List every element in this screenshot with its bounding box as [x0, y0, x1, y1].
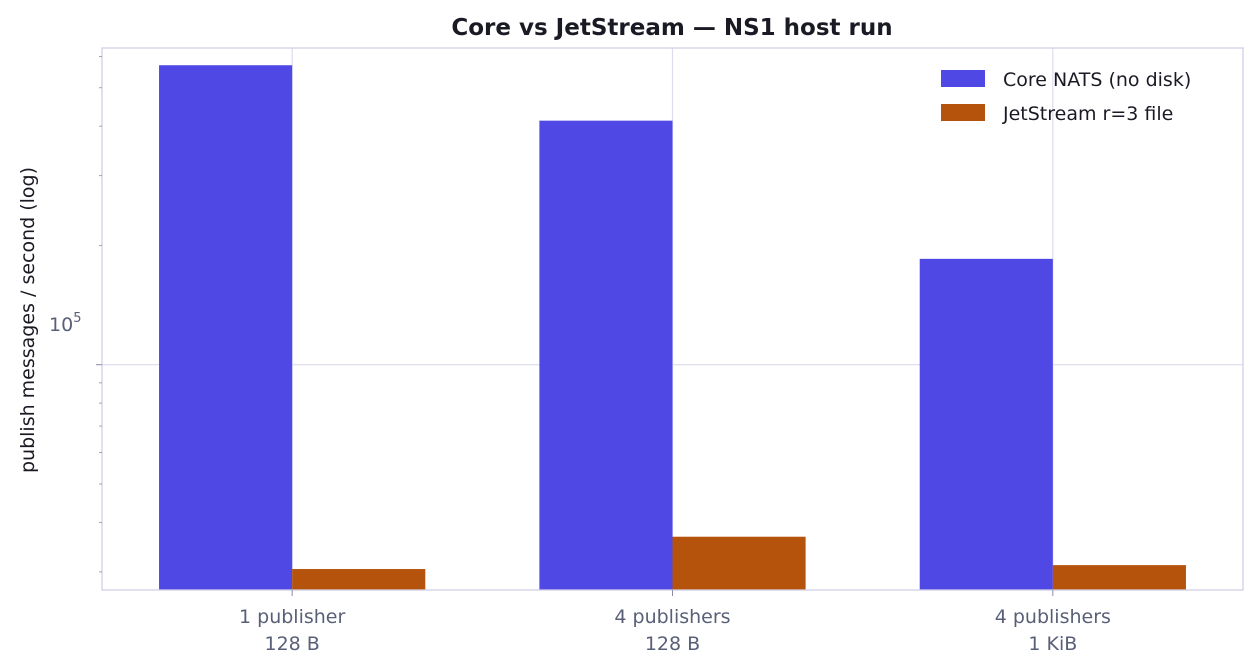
bar-core — [159, 65, 293, 590]
x-tick-label: 1 publisher 128 B — [239, 606, 345, 655]
x-tick-label-line2: 128 B — [645, 633, 700, 655]
x-tick-labels: 1 publisher 128 B4 publishers 128 B4 publi… — [239, 606, 1111, 655]
bar-core — [919, 258, 1053, 590]
legend: Core NATS (no disk) JetStream r=3 file — [941, 69, 1191, 125]
ticks-layer — [96, 55, 1054, 596]
legend-label-jetstream: JetStream r=3 file — [1002, 103, 1173, 125]
legend-swatch-core — [941, 70, 985, 87]
bar-jetstream — [292, 569, 426, 590]
y-axis-label: publish messages / second (log) — [17, 167, 39, 473]
x-tick-label: 4 publishers 1 KiB — [995, 606, 1111, 655]
legend-swatch-jetstream — [941, 104, 985, 121]
svg-text:105: 105 — [49, 311, 81, 336]
bar-core — [539, 120, 673, 590]
bars-layer — [159, 65, 1186, 590]
bar-jetstream — [672, 536, 806, 590]
legend-label-core: Core NATS (no disk) — [1003, 69, 1191, 91]
x-tick-label-line2: 1 KiB — [1028, 633, 1077, 655]
x-tick-label-line2: 128 B — [264, 633, 319, 655]
bar-jetstream — [1052, 565, 1186, 590]
y-tick-exponent: 5 — [73, 311, 81, 326]
chart-title: Core vs JetStream — NS1 host run — [451, 15, 892, 41]
x-tick-label-line1: 4 publishers — [614, 606, 730, 628]
x-tick-label: 4 publishers 128 B — [614, 606, 730, 655]
x-tick-label-line1: 1 publisher — [239, 606, 345, 628]
y-tick-label: 105 — [49, 311, 81, 336]
y-tick-base: 10 — [49, 314, 73, 336]
x-tick-label-line1: 4 publishers — [995, 606, 1111, 628]
